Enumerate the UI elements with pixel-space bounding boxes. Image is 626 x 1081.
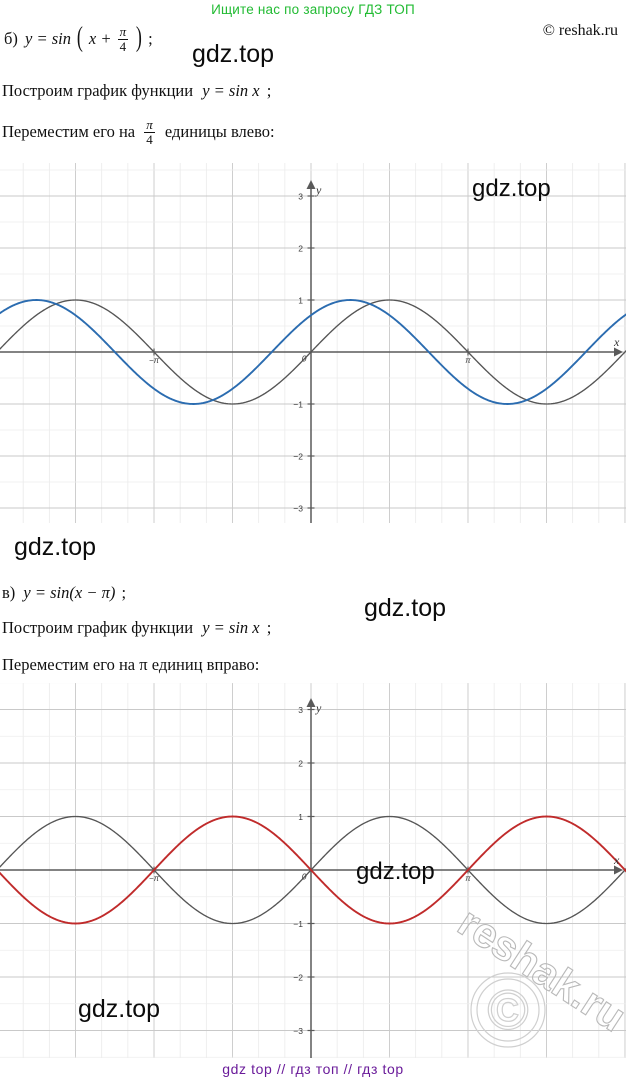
fraction2-denominator: 4 [144, 131, 155, 147]
svg-text:−1: −1 [293, 400, 303, 410]
text-b-line2-b: y = sin x [202, 81, 260, 100]
text-v-line3: Переместим его на π единиц вправо: [2, 655, 260, 674]
text-v-line2-b: y = sin x [202, 618, 260, 637]
text-b-line2: Построим график функции y = sin x ; [2, 81, 271, 101]
curves-b [0, 299, 626, 405]
formula-b-semicolon: ; [148, 28, 153, 48]
text-b-line2-end: ; [266, 81, 272, 100]
svg-text:−π: −π [149, 874, 160, 883]
svg-text:2: 2 [298, 759, 303, 769]
fraction2-numerator: π [146, 117, 153, 132]
text-v-line2-end: ; [266, 618, 272, 637]
svg-text:x: x [613, 335, 620, 349]
svg-text:0: 0 [302, 872, 307, 882]
svg-text:x: x [613, 853, 620, 867]
formula-b-marker: б) [4, 28, 18, 48]
svg-text:3: 3 [298, 192, 303, 202]
text-b-line3-a: Переместим его на [2, 121, 136, 141]
svg-text:−3: −3 [293, 1026, 303, 1036]
formula-b: б) y = sin ( x + π 4 ) ; [4, 20, 153, 54]
svg-text:−3: −3 [293, 504, 303, 514]
text-b-line3: Переместим его на π 4 единицы влево: [2, 118, 275, 147]
formula-v-marker: в) [2, 583, 16, 602]
fraction-numerator: π [119, 24, 127, 39]
svg-text:−2: −2 [293, 973, 303, 983]
text-b-line2-a: Построим график функции [2, 81, 194, 100]
svg-text:−2: −2 [293, 452, 303, 462]
tick-labels-v: y x 3 2 1 −1 −2 −3 −π 0 π [149, 701, 620, 1036]
text-v-line2-a: Построим график функции [2, 618, 194, 637]
text-v-line2: Построим график функции y = sin x ; [2, 618, 271, 638]
fraction-denominator: 4 [117, 38, 129, 54]
promo-banner: Ищите нас по запросу ГДЗ ТОП [211, 2, 415, 17]
watermark-gdztop-6: gdz.top [78, 995, 161, 1023]
svg-text:2: 2 [298, 244, 303, 254]
svg-text:−1: −1 [293, 919, 303, 929]
watermark-gdztop-3: gdz.top [14, 533, 97, 561]
svg-text:1: 1 [298, 812, 303, 822]
svg-text:y: y [315, 701, 322, 715]
svg-text:y: y [315, 183, 322, 197]
text-b-line3-b: единицы влево: [164, 121, 275, 141]
svg-text:−π: −π [149, 356, 160, 365]
watermark-gdztop-5: gdz.top [356, 858, 435, 885]
watermark-gdztop-1: gdz.top [192, 40, 275, 68]
svg-text:1: 1 [298, 296, 303, 306]
grid-lines-b [0, 163, 626, 523]
curves-v [0, 815, 626, 925]
formula-v-body: y = sin(x − π) [23, 583, 116, 602]
svg-text:0: 0 [302, 354, 307, 364]
svg-text:3: 3 [298, 705, 303, 715]
svg-text:π: π [465, 874, 471, 883]
formula-b-inner: x + [88, 28, 112, 48]
copyright-line: © reshak.ru [542, 22, 618, 39]
tick-labels-b: y x 3 2 1 −1 −2 −3 −π 0 π [149, 183, 620, 514]
formula-b-lhs: y = sin [25, 28, 71, 48]
footer-links[interactable]: gdz top // гдз топ // гдз top [222, 1061, 404, 1077]
svg-text:π: π [465, 356, 471, 365]
chart-graph-b-svg: y x 3 2 1 −1 −2 −3 −π 0 π [0, 163, 626, 523]
chart-graph-b: y x 3 2 1 −1 −2 −3 −π 0 π [0, 163, 626, 523]
formula-b-fraction: π 4 [117, 24, 129, 54]
formula-v: в) y = sin(x − π) ; [2, 583, 126, 603]
watermark-gdztop-4: gdz.top [364, 594, 447, 622]
watermark-gdztop-2: gdz.top [472, 175, 551, 202]
formula-v-semicolon: ; [121, 583, 127, 602]
text-b-line3-fraction: π 4 [144, 118, 155, 146]
axes-b [0, 180, 623, 523]
